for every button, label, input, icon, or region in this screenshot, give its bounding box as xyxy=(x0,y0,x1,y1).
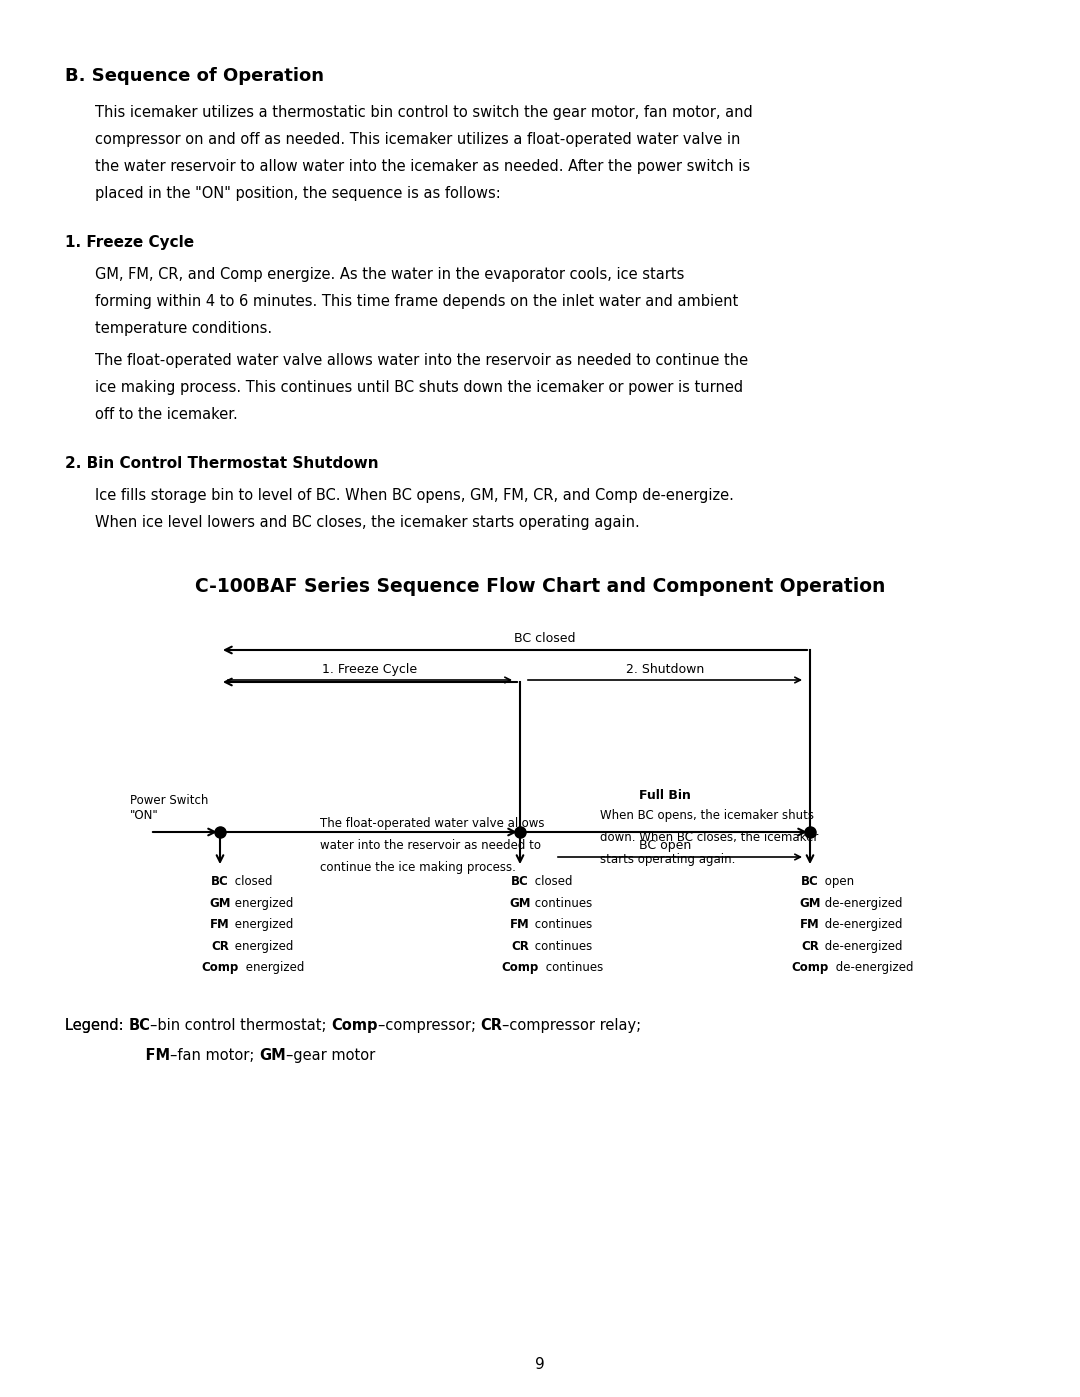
Text: –compressor relay;: –compressor relay; xyxy=(502,1017,642,1032)
Text: continues: continues xyxy=(531,918,592,930)
Text: CR: CR xyxy=(481,1017,502,1032)
Text: energized: energized xyxy=(231,897,294,909)
Text: continues: continues xyxy=(531,940,592,953)
Text: de-energized: de-energized xyxy=(832,961,914,974)
Text: B. Sequence of Operation: B. Sequence of Operation xyxy=(65,67,324,85)
Text: ice making process. This continues until BC shuts down the icemaker or power is : ice making process. This continues until… xyxy=(95,380,743,395)
Text: compressor on and off as needed. This icemaker utilizes a float-operated water v: compressor on and off as needed. This ic… xyxy=(95,131,741,147)
Text: FM: FM xyxy=(211,918,230,930)
Text: 2. Bin Control Thermostat Shutdown: 2. Bin Control Thermostat Shutdown xyxy=(65,455,379,471)
Text: Comp: Comp xyxy=(792,961,828,974)
Text: BC: BC xyxy=(129,1017,150,1032)
Text: closed: closed xyxy=(231,875,272,888)
Text: When BC opens, the icemaker shuts: When BC opens, the icemaker shuts xyxy=(600,809,814,821)
Text: 1. Freeze Cycle: 1. Freeze Cycle xyxy=(65,235,194,250)
Text: down. When BC closes, the icemaker: down. When BC closes, the icemaker xyxy=(600,831,819,844)
Text: Legend:: Legend: xyxy=(65,1017,129,1032)
Text: BC: BC xyxy=(801,875,819,888)
Text: de-energized: de-energized xyxy=(821,897,903,909)
Text: Legend:: Legend: xyxy=(65,1017,129,1032)
Text: –fan motor;: –fan motor; xyxy=(171,1048,259,1063)
Text: energized: energized xyxy=(231,918,294,930)
Text: C-100BAF Series Sequence Flow Chart and Component Operation: C-100BAF Series Sequence Flow Chart and … xyxy=(194,577,886,597)
Text: continues: continues xyxy=(531,897,592,909)
Text: BC open: BC open xyxy=(639,840,691,852)
Text: This icemaker utilizes a thermostatic bin control to switch the gear motor, fan : This icemaker utilizes a thermostatic bi… xyxy=(95,105,753,120)
Text: starts operating again.: starts operating again. xyxy=(600,854,735,866)
Text: off to the icemaker.: off to the icemaker. xyxy=(95,407,238,422)
Text: GM, FM, CR, and Comp energize. As the water in the evaporator cools, ice starts: GM, FM, CR, and Comp energize. As the wa… xyxy=(95,267,685,282)
Text: 2. Shutdown: 2. Shutdown xyxy=(626,664,704,676)
Text: FM: FM xyxy=(800,918,820,930)
Text: de-energized: de-energized xyxy=(821,940,903,953)
Text: continue the ice making process.: continue the ice making process. xyxy=(320,861,516,875)
Text: CR: CR xyxy=(211,940,229,953)
Text: Comp: Comp xyxy=(201,961,239,974)
Text: BC: BC xyxy=(511,875,529,888)
Text: GM: GM xyxy=(510,897,530,909)
Text: BC: BC xyxy=(211,875,229,888)
Text: energized: energized xyxy=(242,961,305,974)
Text: FM: FM xyxy=(125,1048,171,1063)
Text: energized: energized xyxy=(231,940,294,953)
Text: Comp: Comp xyxy=(332,1017,378,1032)
Text: placed in the "ON" position, the sequence is as follows:: placed in the "ON" position, the sequenc… xyxy=(95,186,501,201)
Text: Ice fills storage bin to level of BC. When BC opens, GM, FM, CR, and Comp de-ene: Ice fills storage bin to level of BC. Wh… xyxy=(95,488,734,503)
Text: CR: CR xyxy=(511,940,529,953)
Text: GM: GM xyxy=(210,897,231,909)
Text: de-energized: de-energized xyxy=(821,918,903,930)
Text: 1. Freeze Cycle: 1. Freeze Cycle xyxy=(323,664,418,676)
Text: Full Bin: Full Bin xyxy=(639,789,691,802)
Text: The float-operated water valve allows water into the reservoir as needed to cont: The float-operated water valve allows wa… xyxy=(95,353,748,367)
Text: water into the reservoir as needed to: water into the reservoir as needed to xyxy=(320,840,541,852)
Text: FM: FM xyxy=(510,918,530,930)
Text: –gear motor: –gear motor xyxy=(286,1048,375,1063)
Text: closed: closed xyxy=(531,875,572,888)
Text: The float-operated water valve allows: The float-operated water valve allows xyxy=(320,817,544,830)
Text: –compressor;: –compressor; xyxy=(378,1017,481,1032)
Text: CR: CR xyxy=(801,940,819,953)
Text: 9: 9 xyxy=(535,1356,545,1372)
Text: temperature conditions.: temperature conditions. xyxy=(95,321,272,337)
Text: open: open xyxy=(821,875,854,888)
Text: Comp: Comp xyxy=(501,961,539,974)
Text: the water reservoir to allow water into the icemaker as needed. After the power : the water reservoir to allow water into … xyxy=(95,159,751,175)
Text: Power Switch
"ON": Power Switch "ON" xyxy=(130,793,208,821)
Text: GM: GM xyxy=(259,1048,286,1063)
Text: continues: continues xyxy=(542,961,604,974)
Text: forming within 4 to 6 minutes. This time frame depends on the inlet water and am: forming within 4 to 6 minutes. This time… xyxy=(95,293,739,309)
Text: –bin control thermostat;: –bin control thermostat; xyxy=(150,1017,332,1032)
Text: BC closed: BC closed xyxy=(514,631,576,645)
Text: When ice level lowers and BC closes, the icemaker starts operating again.: When ice level lowers and BC closes, the… xyxy=(95,515,639,529)
Text: GM: GM xyxy=(799,897,821,909)
